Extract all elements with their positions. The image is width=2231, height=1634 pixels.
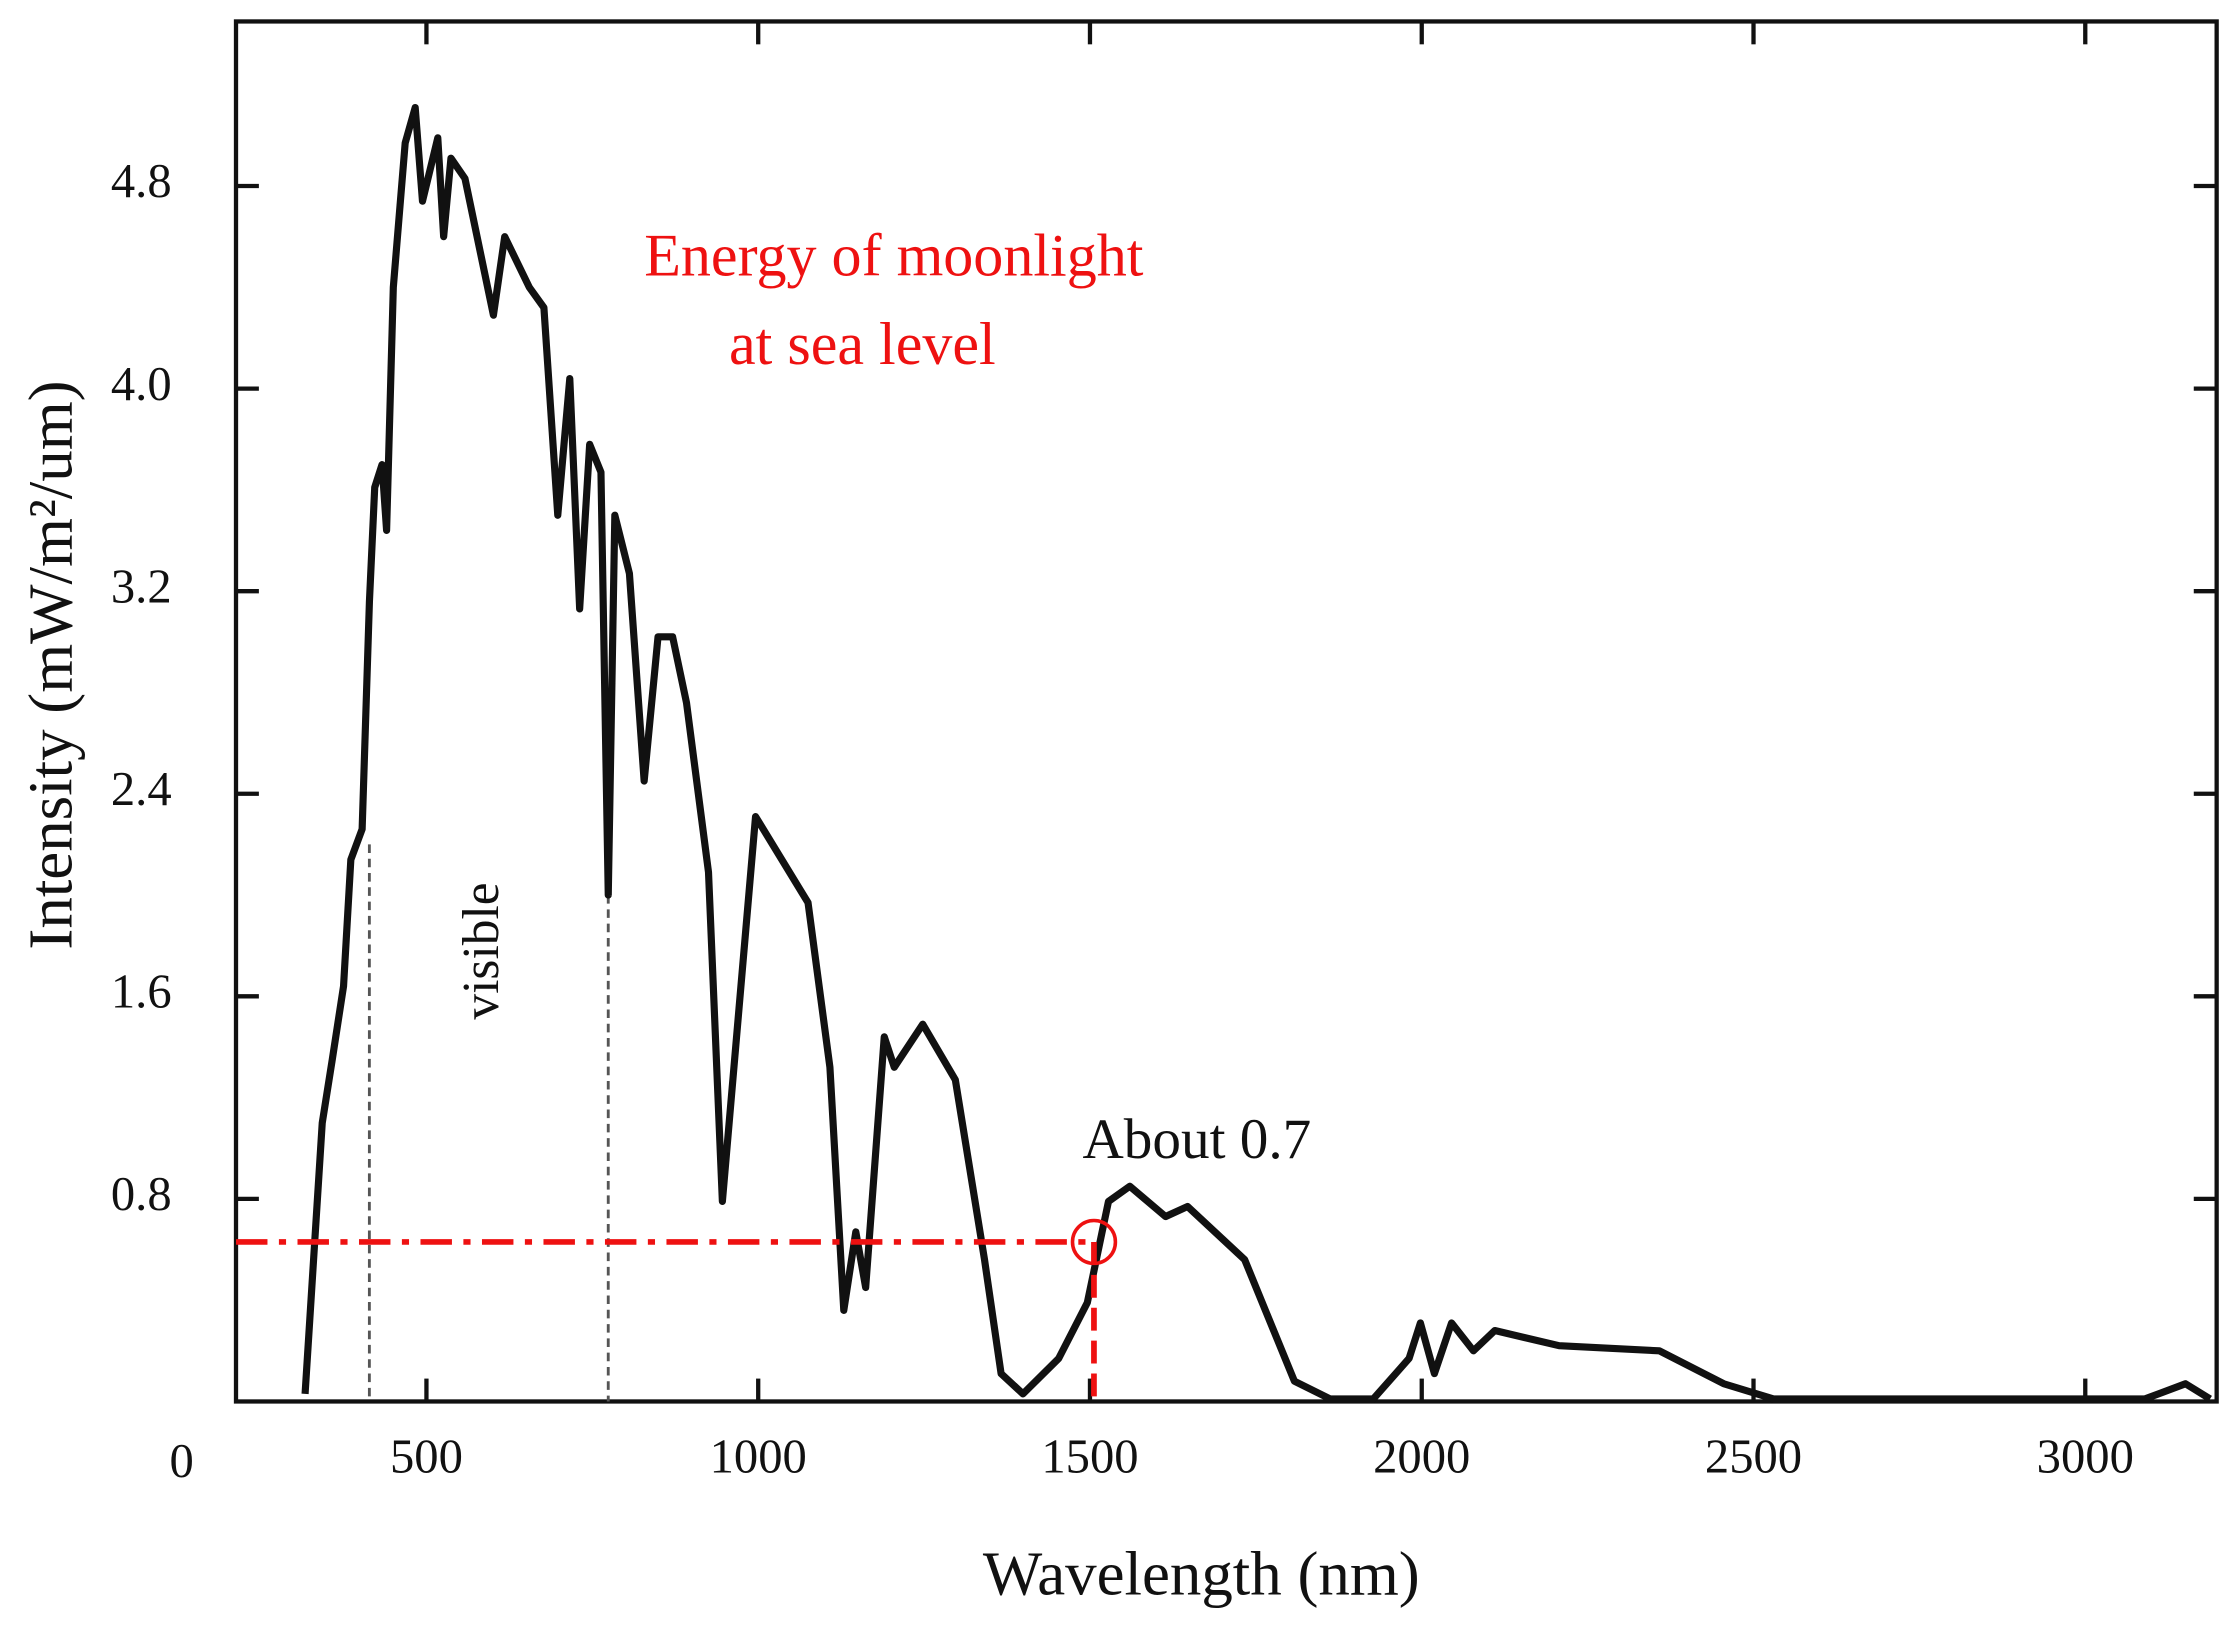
x-tick-label: 3000	[2037, 1430, 2134, 1484]
visible-label: visible	[453, 882, 510, 1019]
x-axis-label: Wavelength (nm)	[983, 1539, 1420, 1609]
chart-title: at sea level	[729, 310, 996, 377]
y-tick-label: 1.6	[111, 964, 172, 1018]
x-tick-label: 1500	[1041, 1430, 1138, 1484]
plot-frame	[233, 19, 2219, 1404]
y-tick-label: 3.2	[111, 559, 172, 613]
origin-label: 0	[170, 1434, 194, 1488]
y-tick-label: 4.0	[111, 357, 172, 411]
chart-title: Energy of moonlight	[644, 221, 1144, 288]
x-tick-label: 2500	[1705, 1430, 1802, 1484]
spectrum-line	[301, 103, 2212, 1403]
y-axis-label: Intensity (mW/m²/um)	[16, 380, 86, 949]
y-tick-label: 0.8	[111, 1167, 172, 1221]
marker-circle	[1070, 1218, 1118, 1266]
y-tick-label: 2.4	[111, 762, 172, 816]
x-tick-label: 500	[390, 1430, 463, 1484]
x-tick-label: 2000	[1373, 1430, 1470, 1484]
x-tick-label: 1000	[710, 1430, 807, 1484]
marker-label: About 0.7	[1083, 1108, 1312, 1171]
y-tick-label: 4.8	[111, 154, 172, 208]
